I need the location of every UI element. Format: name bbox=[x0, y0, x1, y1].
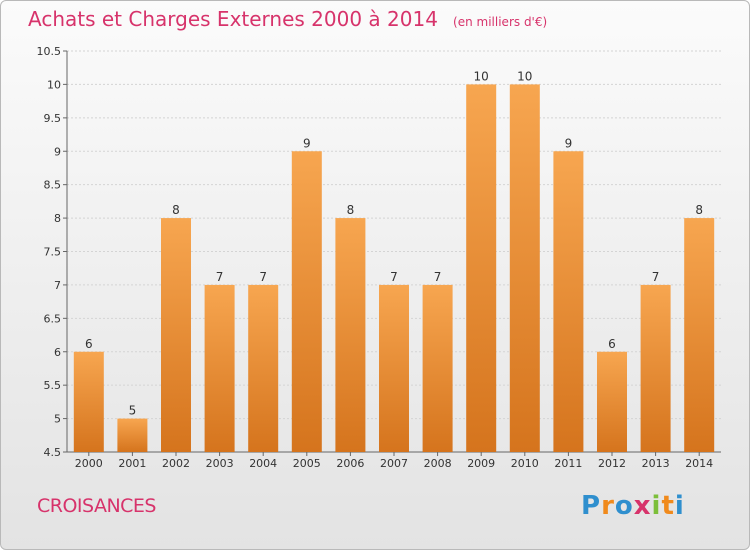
data-label: 10 bbox=[517, 69, 532, 83]
y-tick-label: 10 bbox=[47, 78, 61, 91]
y-tick-label: 9.5 bbox=[44, 112, 62, 125]
y-tick-label: 5.5 bbox=[44, 379, 62, 392]
data-label: 6 bbox=[85, 337, 93, 351]
data-label: 8 bbox=[695, 203, 703, 217]
x-tick-label: 2000 bbox=[75, 457, 103, 470]
x-tick-label: 2001 bbox=[118, 457, 146, 470]
x-tick-label: 2002 bbox=[162, 457, 190, 470]
logo-letter: t bbox=[661, 491, 675, 521]
bars bbox=[73, 84, 715, 453]
x-tick-label: 2004 bbox=[249, 457, 277, 470]
bar bbox=[466, 84, 497, 453]
chart-unit: (en milliers d'€) bbox=[453, 15, 548, 29]
y-tick-label: 7.5 bbox=[44, 246, 62, 259]
bar bbox=[509, 84, 540, 453]
data-label: 7 bbox=[216, 270, 224, 284]
data-label: 9 bbox=[565, 136, 573, 150]
y-tick-label: 10.5 bbox=[37, 45, 62, 58]
bar bbox=[161, 218, 191, 452]
bar bbox=[117, 418, 148, 452]
title-row: Achats et Charges Externes 2000 à 2014 (… bbox=[28, 7, 547, 31]
y-tick-label: 4.5 bbox=[44, 446, 62, 459]
x-tick-label: 2013 bbox=[642, 457, 670, 470]
y-tick-label: 5 bbox=[54, 413, 61, 426]
x-tick-label: 2010 bbox=[511, 457, 539, 470]
logo-letter: r bbox=[601, 491, 615, 521]
y-tick-label: 9 bbox=[54, 145, 61, 158]
chart-title: Achats et Charges Externes 2000 à 2014 bbox=[28, 7, 438, 31]
logo-letter: o bbox=[614, 491, 634, 521]
y-tick-label: 7 bbox=[54, 279, 61, 292]
data-label: 8 bbox=[172, 203, 180, 217]
data-label: 10 bbox=[474, 69, 489, 83]
logo-letter: x bbox=[633, 491, 652, 521]
bar bbox=[379, 284, 409, 452]
data-label: 7 bbox=[652, 270, 660, 284]
y-tick-label: 8 bbox=[54, 212, 61, 225]
bar bbox=[422, 284, 453, 452]
data-label: 9 bbox=[303, 136, 311, 150]
bar bbox=[553, 151, 584, 452]
x-tick-label: 2007 bbox=[380, 457, 408, 470]
x-tick-label: 2011 bbox=[554, 457, 582, 470]
bar bbox=[248, 284, 279, 452]
data-label: 7 bbox=[434, 270, 442, 284]
labels: 4.5 5 5.5 6 6.5 7 7.5 8 8.5 9 9.5 10 10.5 6 2000 5 2001 8… bbox=[37, 45, 714, 470]
y-tick-label: 8.5 bbox=[44, 179, 62, 192]
bar bbox=[291, 151, 322, 452]
y-tick-label: 6 bbox=[54, 346, 61, 359]
bar bbox=[335, 218, 366, 452]
x-tick-label: 2008 bbox=[424, 457, 452, 470]
bar bbox=[73, 351, 104, 452]
x-tick-label: 2005 bbox=[293, 457, 321, 470]
logo-letter: P bbox=[581, 491, 602, 521]
bar bbox=[597, 351, 627, 452]
y-tick-label: 6.5 bbox=[44, 312, 62, 325]
bar bbox=[204, 284, 235, 452]
x-tick-label: 2009 bbox=[467, 457, 495, 470]
x-tick-label: 2014 bbox=[685, 457, 713, 470]
proxiti-logo[interactable]: Proxiti bbox=[581, 491, 685, 521]
data-label: 8 bbox=[347, 203, 355, 217]
logo-letter: i bbox=[651, 491, 662, 521]
x-tick-label: 2012 bbox=[598, 457, 626, 470]
data-label: 6 bbox=[608, 337, 616, 351]
x-tick-label: 2006 bbox=[336, 457, 364, 470]
data-label: 5 bbox=[129, 404, 137, 418]
data-label: 7 bbox=[259, 270, 267, 284]
x-tick-label: 2003 bbox=[206, 457, 234, 470]
city-name: CROISANCES bbox=[37, 495, 156, 517]
data-label: 7 bbox=[390, 270, 398, 284]
bar bbox=[684, 218, 715, 452]
bar bbox=[640, 284, 671, 452]
logo-letter: i bbox=[674, 491, 685, 521]
